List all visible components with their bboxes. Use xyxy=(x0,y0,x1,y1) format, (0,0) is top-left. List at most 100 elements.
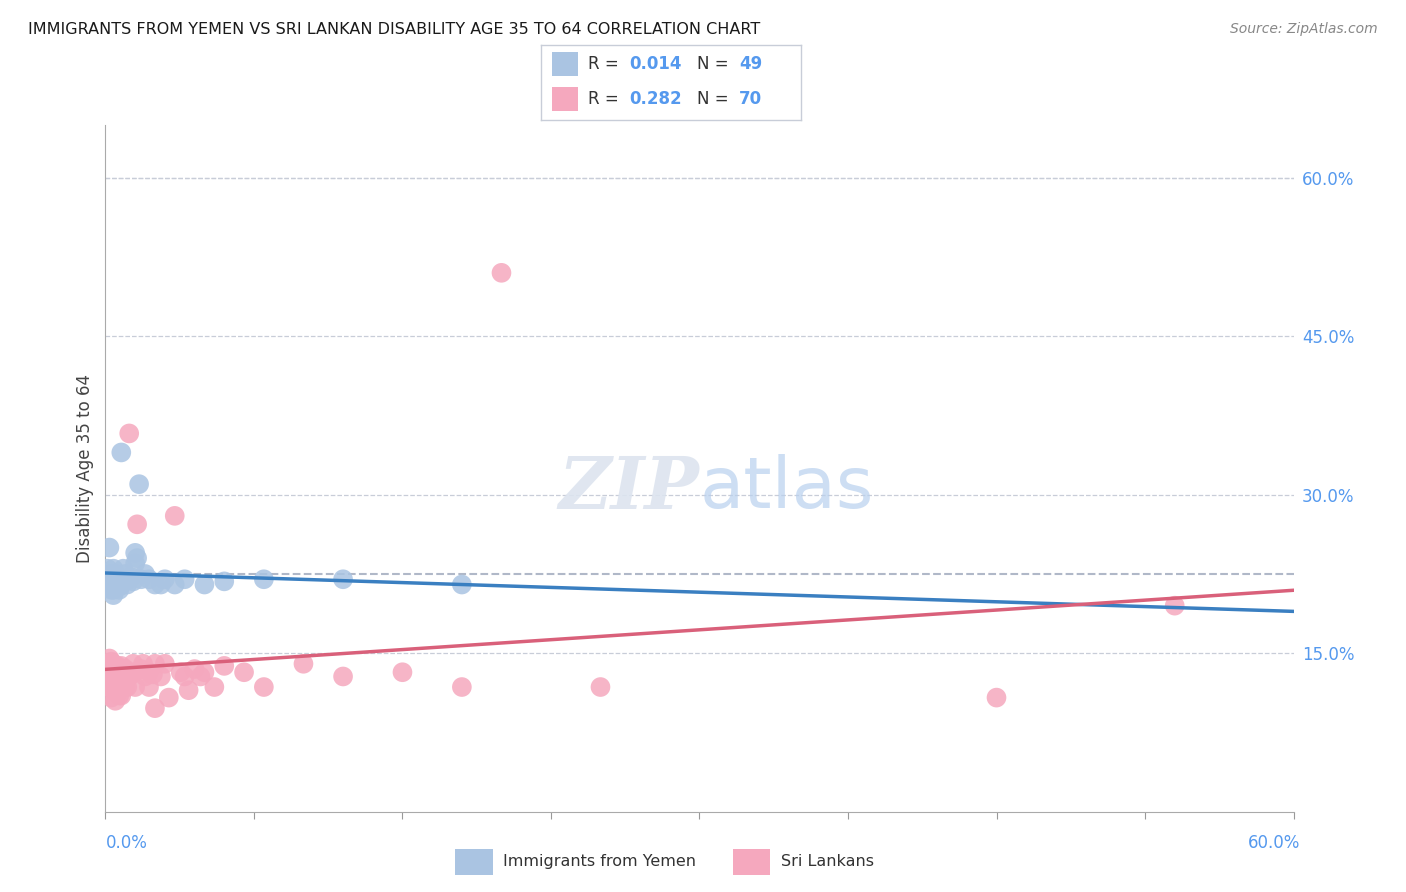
Point xyxy=(104,581,127,595)
Point xyxy=(115,572,138,586)
Point xyxy=(114,662,136,676)
Text: Immigrants from Yemen: Immigrants from Yemen xyxy=(503,854,696,869)
Point xyxy=(149,577,172,591)
Point xyxy=(103,582,125,597)
Point xyxy=(143,577,166,591)
Point xyxy=(193,665,215,680)
Text: R =: R = xyxy=(588,55,624,73)
Y-axis label: Disability Age 35 to 64: Disability Age 35 to 64 xyxy=(76,374,94,563)
Text: 70: 70 xyxy=(740,90,762,108)
Point xyxy=(96,678,118,692)
Point xyxy=(115,680,138,694)
Point xyxy=(96,562,118,576)
Point xyxy=(143,657,166,671)
Point xyxy=(190,669,212,683)
Point xyxy=(103,669,125,683)
Point xyxy=(214,574,236,589)
Point xyxy=(103,683,125,698)
Point xyxy=(110,689,132,703)
Text: ZIP: ZIP xyxy=(558,453,700,524)
Point xyxy=(112,572,135,586)
Point xyxy=(173,669,195,683)
Point xyxy=(112,665,135,680)
Point xyxy=(170,665,193,680)
Point xyxy=(112,680,135,694)
Text: R =: R = xyxy=(588,90,624,108)
Point xyxy=(110,445,132,459)
Text: Sri Lankans: Sri Lankans xyxy=(782,854,875,869)
Point xyxy=(120,667,142,681)
Point xyxy=(108,678,131,692)
Point xyxy=(127,517,149,532)
Point xyxy=(115,577,138,591)
Point xyxy=(193,577,215,591)
Point xyxy=(124,546,146,560)
Point xyxy=(108,689,131,703)
Point xyxy=(118,669,141,683)
Point xyxy=(108,580,131,594)
Point xyxy=(98,651,121,665)
Point xyxy=(115,665,138,680)
Point xyxy=(100,667,122,681)
Point xyxy=(163,508,186,523)
Text: 0.014: 0.014 xyxy=(630,55,682,73)
Text: atlas: atlas xyxy=(700,454,875,524)
Point xyxy=(128,477,150,491)
Point xyxy=(104,694,127,708)
Point xyxy=(253,572,276,586)
Point xyxy=(163,577,186,591)
Point xyxy=(103,562,125,576)
Point xyxy=(100,690,122,705)
Text: Source: ZipAtlas.com: Source: ZipAtlas.com xyxy=(1230,22,1378,37)
Bar xyxy=(551,52,578,77)
Point xyxy=(491,266,513,280)
Point xyxy=(138,680,160,694)
Point xyxy=(105,577,128,591)
Point xyxy=(124,665,146,680)
Point xyxy=(118,426,141,441)
Point xyxy=(124,680,146,694)
Point xyxy=(98,572,121,586)
Point xyxy=(129,572,152,586)
Point xyxy=(105,577,128,591)
Point xyxy=(332,669,354,683)
Point xyxy=(149,669,172,683)
Point xyxy=(986,690,1008,705)
Point xyxy=(114,574,136,589)
Point xyxy=(96,577,118,591)
Point xyxy=(114,680,136,694)
Point xyxy=(214,659,236,673)
Point xyxy=(112,562,135,576)
Point xyxy=(98,662,121,676)
Point xyxy=(173,572,195,586)
Text: IMMIGRANTS FROM YEMEN VS SRI LANKAN DISABILITY AGE 35 TO 64 CORRELATION CHART: IMMIGRANTS FROM YEMEN VS SRI LANKAN DISA… xyxy=(28,22,761,37)
Text: 0.282: 0.282 xyxy=(630,90,682,108)
Point xyxy=(332,572,354,586)
Point xyxy=(233,665,256,680)
Point xyxy=(105,659,128,673)
Point xyxy=(103,588,125,602)
Point xyxy=(292,657,315,671)
Point xyxy=(122,574,145,589)
Point xyxy=(253,680,276,694)
Point xyxy=(134,669,156,683)
Text: 49: 49 xyxy=(740,55,762,73)
Point xyxy=(98,577,121,591)
Point xyxy=(100,582,122,597)
Point xyxy=(124,557,146,571)
Point xyxy=(120,570,142,584)
Point xyxy=(153,572,176,586)
Point xyxy=(132,657,155,671)
Point xyxy=(589,680,612,694)
Point xyxy=(100,655,122,669)
Point xyxy=(157,690,180,705)
Point xyxy=(96,657,118,671)
Point xyxy=(118,572,141,586)
Point xyxy=(110,572,132,586)
Point xyxy=(96,667,118,681)
Point xyxy=(138,665,160,680)
Point xyxy=(108,662,131,676)
Point xyxy=(134,566,156,581)
Text: N =: N = xyxy=(697,55,734,73)
Point xyxy=(1164,599,1187,613)
